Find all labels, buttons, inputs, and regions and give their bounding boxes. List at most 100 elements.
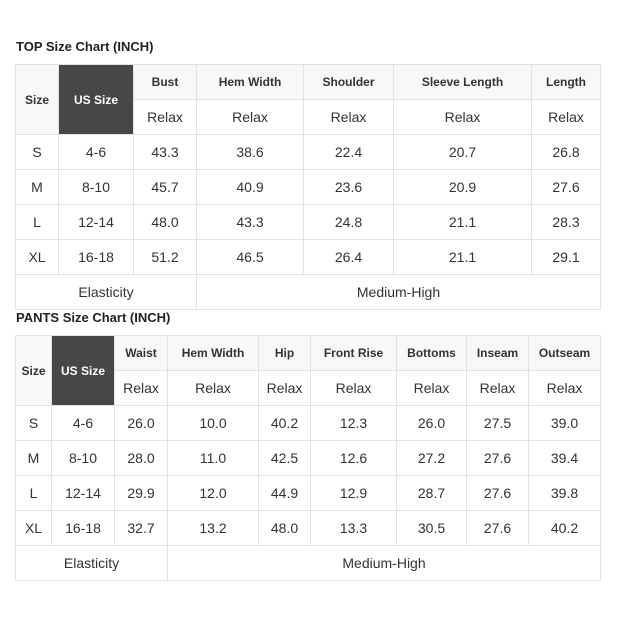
measurement-header: Shoulder [303,64,394,100]
fit-cell: Relax [133,99,197,135]
value-cell: 30.5 [396,510,467,546]
measurement-header: Bottoms [396,335,467,371]
fit-cell: Relax [303,99,394,135]
value-cell: 46.5 [196,239,304,275]
measurement-header: Outseam [528,335,601,371]
us-size-header: US Size [58,64,134,135]
us-size-cell: 8-10 [51,440,115,476]
fit-cell: Relax [393,99,532,135]
top-chart-title: TOP Size Chart (INCH) [16,39,154,54]
measurement-header: Hip [258,335,311,371]
elasticity-value: Medium-High [196,274,601,310]
value-cell: 24.8 [303,204,394,240]
value-cell: 32.7 [114,510,168,546]
value-cell: 12.6 [310,440,397,476]
value-cell: 43.3 [133,134,197,170]
table-row: M 8-10 45.7 40.9 23.6 20.9 27.6 [15,169,601,205]
fit-cell: Relax [258,370,311,406]
value-cell: 44.9 [258,475,311,511]
value-cell: 11.0 [167,440,259,476]
measurement-header: Length [531,64,601,100]
size-cell: S [15,405,52,441]
elasticity-row: Elasticity Medium-High [15,545,601,581]
us-size-cell: 16-18 [51,510,115,546]
value-cell: 27.2 [396,440,467,476]
value-cell: 26.8 [531,134,601,170]
measurement-header: Bust [133,64,197,100]
header-row: Size US Size Waist Hem Width Hip Front Rise Bo… [15,335,601,406]
table-row: XL 16-18 51.2 46.5 26.4 21.1 29.1 [15,239,601,275]
table-row: S 4-6 26.0 10.0 40.2 12.3 26.0 27.5 39.0 [15,405,601,441]
value-cell: 51.2 [133,239,197,275]
fit-cell: Relax [114,370,168,406]
size-header: Size [15,335,52,406]
value-cell: 20.7 [393,134,532,170]
value-cell: 39.8 [528,475,601,511]
value-cell: 40.2 [528,510,601,546]
fit-row: Relax Relax Relax Relax Relax Relax Relax [16,370,601,406]
us-size-cell: 8-10 [58,169,134,205]
us-size-cell: 16-18 [58,239,134,275]
size-cell: L [15,475,52,511]
fit-cell: Relax [528,370,601,406]
fit-cell: Relax [396,370,467,406]
fit-row: Relax Relax Relax Relax Relax [16,99,601,135]
fit-cell: Relax [466,370,529,406]
value-cell: 12.9 [310,475,397,511]
header-row: Size US Size Bust Hem Width Shoulder Sleeve L… [15,64,601,135]
value-cell: 39.4 [528,440,601,476]
value-cell: 27.6 [531,169,601,205]
table-row: M 8-10 28.0 11.0 42.5 12.6 27.2 27.6 39.4 [15,440,601,476]
measurement-header: Inseam [466,335,529,371]
value-cell: 12.0 [167,475,259,511]
value-cell: 22.4 [303,134,394,170]
measurement-header: Hem Width [167,335,259,371]
size-cell: L [15,204,59,240]
pants-size-table: Size US Size Waist Hem Width Hip Front Rise Bo… [15,335,601,581]
table-row: S 4-6 43.3 38.6 22.4 20.7 26.8 [15,134,601,170]
value-cell: 48.0 [258,510,311,546]
size-cell: M [15,440,52,476]
fit-cell: Relax [310,370,397,406]
value-cell: 29.1 [531,239,601,275]
us-size-cell: 12-14 [51,475,115,511]
value-cell: 21.1 [393,239,532,275]
top-size-table: Size US Size Bust Hem Width Shoulder Sleeve L… [15,64,601,310]
value-cell: 28.3 [531,204,601,240]
value-cell: 40.9 [196,169,304,205]
value-cell: 40.2 [258,405,311,441]
elasticity-label: Elasticity [15,545,168,581]
value-cell: 29.9 [114,475,168,511]
measurement-header: Sleeve Length [393,64,532,100]
fit-cell: Relax [531,99,601,135]
measurement-header: Waist [114,335,168,371]
us-size-cell: 12-14 [58,204,134,240]
value-cell: 21.1 [393,204,532,240]
value-cell: 27.6 [466,440,529,476]
value-cell: 26.0 [396,405,467,441]
table-row: L 12-14 29.9 12.0 44.9 12.9 28.7 27.6 39.8 [15,475,601,511]
value-cell: 26.0 [114,405,168,441]
value-cell: 13.3 [310,510,397,546]
value-cell: 38.6 [196,134,304,170]
value-cell: 20.9 [393,169,532,205]
table-row: XL 16-18 32.7 13.2 48.0 13.3 30.5 27.6 40.2 [15,510,601,546]
value-cell: 48.0 [133,204,197,240]
size-header: Size [15,64,59,135]
value-cell: 27.5 [466,405,529,441]
elasticity-value: Medium-High [167,545,601,581]
value-cell: 42.5 [258,440,311,476]
elasticity-row: Elasticity Medium-High [15,274,601,310]
table-row: L 12-14 48.0 43.3 24.8 21.1 28.3 [15,204,601,240]
us-size-cell: 4-6 [58,134,134,170]
fit-cell: Relax [196,99,304,135]
value-cell: 23.6 [303,169,394,205]
value-cell: 39.0 [528,405,601,441]
value-cell: 12.3 [310,405,397,441]
pants-chart-title: PANTS Size Chart (INCH) [16,310,171,325]
us-size-cell: 4-6 [51,405,115,441]
size-cell: XL [15,239,59,275]
value-cell: 27.6 [466,510,529,546]
size-cell: M [15,169,59,205]
value-cell: 43.3 [196,204,304,240]
